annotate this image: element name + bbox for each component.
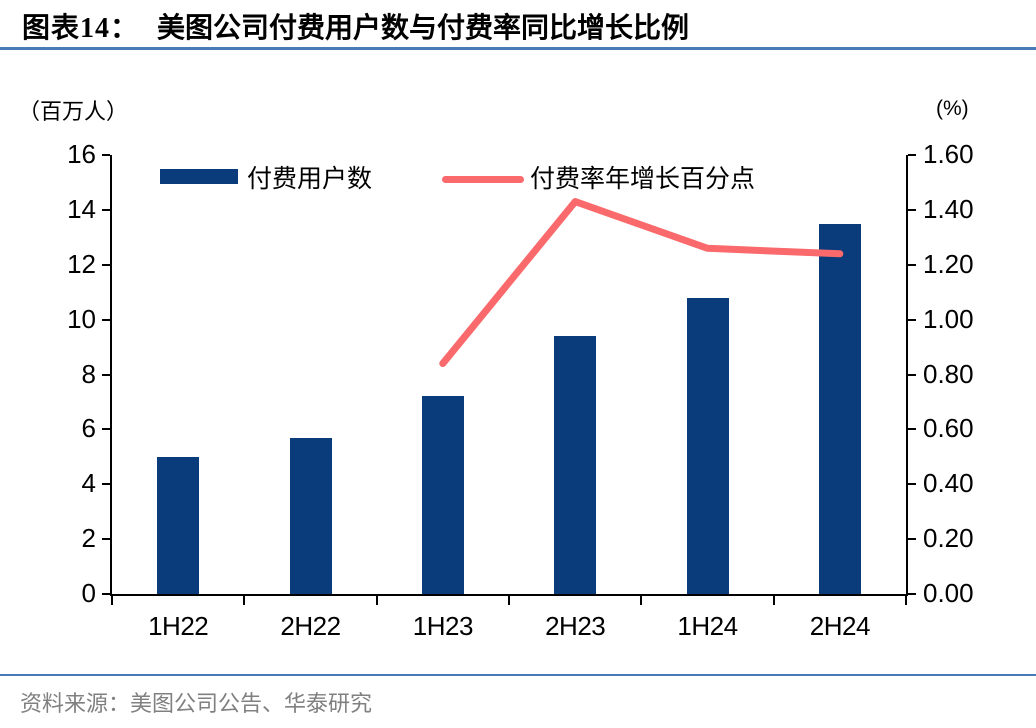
y-right-tick bbox=[908, 208, 916, 211]
y-left-tick bbox=[102, 593, 110, 595]
source-note: 资料来源：美图公司公告、华泰研究 bbox=[20, 691, 373, 716]
y-left-tick-label: 2 bbox=[81, 523, 96, 554]
title-underline bbox=[0, 47, 1036, 50]
y-right-tick-label: 1.20 bbox=[923, 248, 974, 279]
y-right-tick bbox=[908, 373, 916, 376]
bar-1H22 bbox=[157, 456, 200, 594]
y-right-tick bbox=[908, 154, 916, 156]
x-axis-tick bbox=[905, 596, 907, 605]
x-axis-label: 1H22 bbox=[148, 611, 209, 641]
x-axis-tick bbox=[508, 596, 510, 605]
bar-1H24 bbox=[686, 297, 729, 594]
y-left-tick bbox=[102, 373, 110, 376]
y-right-tick-label: 1.40 bbox=[923, 193, 974, 224]
y-left-tick-label: 14 bbox=[67, 193, 96, 224]
y-right-tick bbox=[908, 538, 916, 541]
growth-line-path bbox=[439, 198, 844, 367]
x-axis-label: 1H24 bbox=[677, 611, 738, 641]
y-left-tick-label: 0 bbox=[81, 578, 96, 608]
x-axis-tick bbox=[243, 596, 246, 605]
y-right-tick bbox=[908, 263, 916, 266]
x-axis-tick bbox=[772, 596, 775, 605]
y-left-tick bbox=[102, 318, 110, 321]
bar-2H23 bbox=[554, 336, 597, 594]
y-right-tick-label: 0.60 bbox=[923, 413, 974, 444]
y-right-tick bbox=[908, 483, 916, 486]
y-right-tick-label: 1.00 bbox=[923, 303, 974, 334]
y-left-tick-label: 10 bbox=[67, 303, 96, 334]
y-right-tick bbox=[908, 318, 916, 321]
y-right-tick-label: 1.60 bbox=[923, 139, 974, 169]
y-left-tick bbox=[102, 428, 110, 431]
x-axis-label: 1H23 bbox=[412, 611, 474, 641]
x-axis-label: 2H24 bbox=[809, 611, 871, 641]
y-left-tick bbox=[102, 483, 110, 486]
figure-tag: 图表14： bbox=[22, 13, 140, 44]
figure-header: 图表14： 美图公司付费用户数与付费率同比增长比例 bbox=[22, 6, 1022, 46]
y-left-tick-label: 12 bbox=[67, 248, 96, 279]
legend-bar-label: 付费用户数 bbox=[247, 166, 373, 193]
y-left-tick bbox=[102, 263, 110, 266]
legend-bar-swatch bbox=[160, 169, 238, 184]
y-right-tick-label: 0.80 bbox=[923, 358, 974, 389]
y-right-tick-label: 0.20 bbox=[923, 523, 974, 554]
y-left-tick-label: 6 bbox=[81, 413, 96, 444]
growth-line-series bbox=[439, 198, 844, 367]
y-left-tick-label: 8 bbox=[81, 358, 96, 389]
bar-2H22 bbox=[289, 437, 332, 594]
y-right-tick-label: 0.40 bbox=[923, 468, 974, 499]
right-axis-unit: (%) bbox=[936, 97, 969, 120]
legend-line-swatch bbox=[442, 176, 524, 183]
legend-line-label: 付费率年增长百分点 bbox=[530, 166, 756, 193]
x-axis-tick bbox=[111, 596, 113, 605]
footer-divider bbox=[0, 674, 1036, 676]
y-left-tick bbox=[102, 208, 110, 211]
bar-1H23 bbox=[421, 396, 464, 594]
y-left-tick-label: 16 bbox=[67, 139, 96, 169]
figure-title: 美图公司付费用户数与付费率同比增长比例 bbox=[157, 13, 690, 44]
left-axis-unit: （百万人） bbox=[18, 99, 129, 124]
x-axis-label: 2H23 bbox=[545, 611, 606, 641]
bar-2H24 bbox=[818, 223, 861, 594]
y-right-tick bbox=[908, 428, 916, 431]
x-axis-label: 2H22 bbox=[280, 611, 341, 641]
x-axis-tick bbox=[640, 596, 643, 605]
x-axis-tick bbox=[375, 596, 378, 605]
y-right-tick bbox=[908, 593, 916, 595]
y-right-tick-label: 0.00 bbox=[923, 578, 974, 608]
plot-area: 0 2 4 6 8 10 12 14 16 0.00 0.20 0.40 0.60 0.80 1.00 1.2… bbox=[67, 139, 974, 641]
y-left-tick bbox=[102, 538, 110, 541]
y-left-tick-label: 4 bbox=[81, 468, 96, 499]
y-left-tick bbox=[102, 154, 110, 156]
